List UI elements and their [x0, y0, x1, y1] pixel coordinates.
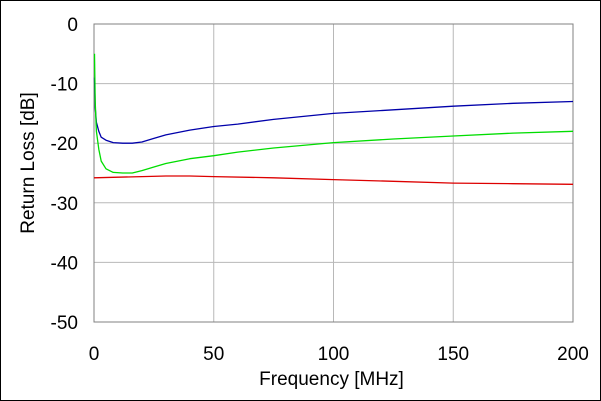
y-axis-label: Return Loss [dB]: [18, 92, 39, 234]
y-tick-label: -30: [51, 194, 78, 215]
gridlines: [93, 23, 574, 323]
x-tick-label: 100: [318, 344, 350, 365]
x-tick-label: 50: [203, 344, 224, 365]
x-tick-label: 0: [89, 344, 100, 365]
series-line-1: [93, 77, 574, 144]
series-line-3: [93, 175, 574, 185]
x-tick-label: 200: [557, 344, 589, 365]
y-tick-label: -50: [51, 313, 78, 334]
series-layer: [93, 53, 574, 185]
x-axis-label: Frequency [MHz]: [259, 369, 404, 390]
y-tick-label: -40: [51, 253, 78, 274]
y-tick-label: 0: [67, 15, 78, 36]
y-tick-label: -20: [51, 134, 78, 155]
y-tick-label: -10: [51, 75, 78, 96]
y-tick-labels: 0 -10 -20 -30 -40 -50: [51, 15, 78, 334]
x-tick-label: 150: [437, 344, 469, 365]
plot-area: [93, 23, 574, 323]
series-line-2: [93, 53, 574, 174]
x-tick-labels: 0 50 100 150 200: [89, 344, 589, 365]
